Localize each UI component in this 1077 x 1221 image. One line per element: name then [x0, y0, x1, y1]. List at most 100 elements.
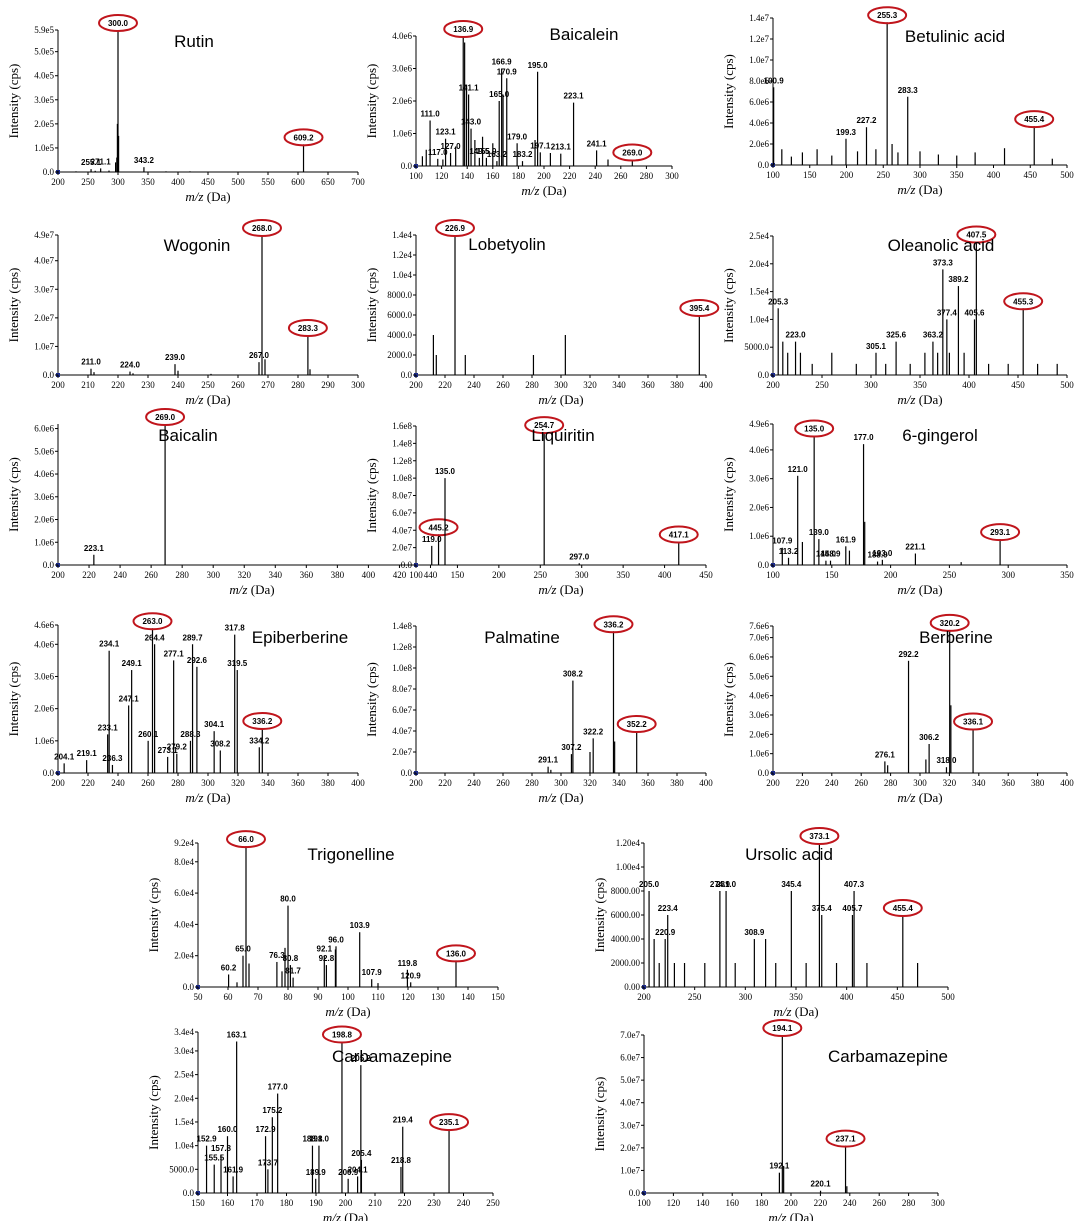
x-tick-label: 400	[1060, 778, 1074, 788]
compound-name: Liquiritin	[531, 426, 594, 445]
compound-name: Baicalein	[550, 25, 619, 44]
peak-label: 363.2	[923, 331, 944, 340]
peak-label: 193.0	[872, 549, 893, 558]
compound-name: 6-gingerol	[902, 426, 978, 445]
peak-label: 255.1	[81, 158, 102, 167]
highlighted-peak-label: 455.4	[1024, 115, 1045, 124]
peak-label: 148.9	[820, 550, 841, 559]
x-tick-label: 250	[815, 380, 829, 390]
peak-label: 219.4	[393, 1116, 414, 1125]
y-tick-label: 6.0e6	[749, 97, 769, 107]
y-tick-label: 8.0e7	[392, 491, 412, 501]
spectrum-panel: 200 220 240 260 280 300 320 340 360 380 400 420 440 0…	[6, 408, 459, 597]
peak-label: 117.0	[428, 148, 448, 157]
y-tick-label: 0.00	[624, 982, 640, 992]
x-tick-label: 170	[250, 1198, 264, 1208]
x-tick-label: 500	[941, 992, 955, 1002]
y-tick-label: 4000.0	[387, 330, 412, 340]
peak-label: 281.0	[716, 880, 737, 889]
highlighted-peak-label: 283.3	[298, 324, 319, 333]
x-tick-label: 240	[467, 380, 481, 390]
compound-name: Ursolic acid	[745, 845, 833, 864]
spectrum-panel: 200 250 300 350 400 450 500 550 600 650 700 0.0 1.0e…	[6, 14, 365, 204]
x-tick-label: 110	[371, 992, 385, 1002]
y-tick-label: 5.0e5	[34, 47, 54, 57]
y-tick-label: 3.0e6	[392, 64, 412, 74]
peak-label: 405.7	[842, 904, 863, 913]
spectrum-panel: 150 160 170 180 190 200 210 220 230 240 250 0.0 5000…	[146, 1025, 500, 1221]
highlight-circle	[953, 712, 994, 731]
peak-label: 283.3	[898, 86, 919, 95]
x-tick-label: 400	[699, 778, 713, 788]
x-tick-label: 100	[766, 170, 780, 180]
highlighted-peak-label: 336.2	[252, 717, 273, 726]
peak-label: 157.8	[211, 1144, 232, 1153]
x-tick-label: 420	[393, 570, 407, 580]
x-tick-label: 650	[321, 177, 335, 187]
peak-label: 76.3	[269, 951, 285, 960]
compound-name: Wogonin	[164, 236, 231, 255]
highlighted-peak-label: 395.4	[689, 304, 710, 313]
x-tick-label: 300	[739, 992, 753, 1002]
y-tick-label: 3.0e6	[749, 474, 769, 484]
x-tick-label: 320	[231, 778, 245, 788]
y-tick-label: 1.2e4	[392, 250, 412, 260]
x-tick-label: 220	[82, 570, 96, 580]
x-tick-label: 160	[221, 1198, 235, 1208]
peak-label: 111.0	[421, 110, 441, 119]
peak-label: 135.0	[435, 467, 456, 476]
x-tick-label: 300	[111, 177, 125, 187]
y-tick-label: 1.6e8	[392, 421, 412, 431]
x-tick-label: 150	[451, 570, 465, 580]
peak-label: 60.2	[221, 963, 237, 972]
highlight-circle	[429, 1113, 470, 1132]
x-tick-label: 220	[563, 171, 577, 181]
y-tick-label: 6.0e7	[392, 705, 412, 715]
peak-label: 204.1	[54, 752, 75, 761]
x-axis-label: m/z (Da)	[229, 582, 274, 597]
peak-label: 221.1	[905, 542, 926, 551]
y-tick-label: 1.0e4	[392, 270, 412, 280]
peak-label: 271.1	[91, 157, 112, 166]
peak-label: 322.2	[583, 727, 604, 736]
highlighted-peak-label: 336.2	[603, 620, 624, 629]
y-tick-label: 8.0e7	[392, 684, 412, 694]
peak-label: 96.0	[328, 935, 344, 944]
x-tick-label: 300	[206, 570, 220, 580]
x-tick-label: 60	[224, 992, 234, 1002]
peak-label: 343.2	[134, 156, 155, 165]
x-tick-label: 150	[191, 1198, 205, 1208]
y-tick-label: 0.0	[401, 560, 413, 570]
x-tick-label: 350	[950, 170, 964, 180]
y-tick-label: 1.0e6	[34, 736, 54, 746]
y-tick-label: 6.0e6	[34, 424, 54, 434]
x-tick-label: 400	[658, 570, 672, 580]
compound-name: Baicalin	[158, 426, 218, 445]
y-axis-label: Intensity (cps)	[364, 458, 379, 533]
highlight-circle	[593, 615, 634, 634]
peak-label: 183.2	[512, 150, 533, 159]
x-tick-label: 240	[457, 1198, 471, 1208]
y-tick-label: 1.0e6	[34, 537, 54, 547]
peak-label: 233.1	[98, 723, 119, 732]
y-tick-label: 4.0e6	[749, 691, 769, 701]
x-tick-label: 300	[1001, 570, 1015, 580]
x-tick-label: 200	[637, 992, 651, 1002]
peak-label: 192.1	[769, 1162, 790, 1171]
y-axis-label: Intensity (cps)	[721, 268, 736, 343]
x-tick-label: 340	[612, 380, 626, 390]
highlight-circle	[980, 523, 1021, 542]
y-tick-label: 9.2e4	[174, 838, 194, 848]
peak-label: 119.8	[398, 959, 418, 968]
spectrum-panel: 100 150 200 250 300 350 0.0 1.0e6 2.0e6 3.0e6 4.0e…	[721, 419, 1074, 597]
y-tick-label: 2.0e7	[392, 543, 412, 553]
peak-label: 277.1	[164, 649, 185, 658]
x-tick-label: 280	[640, 171, 654, 181]
peak-label: 227.2	[856, 116, 877, 125]
y-tick-label: 3.4e4	[174, 1027, 194, 1037]
y-tick-label: 5.0e7	[620, 1075, 640, 1085]
y-axis-label: Intensity (cps)	[592, 1077, 607, 1152]
x-tick-label: 200	[51, 570, 65, 580]
peak-label: 179.0	[507, 132, 528, 141]
highlighted-peak-label: 609.2	[294, 133, 315, 142]
